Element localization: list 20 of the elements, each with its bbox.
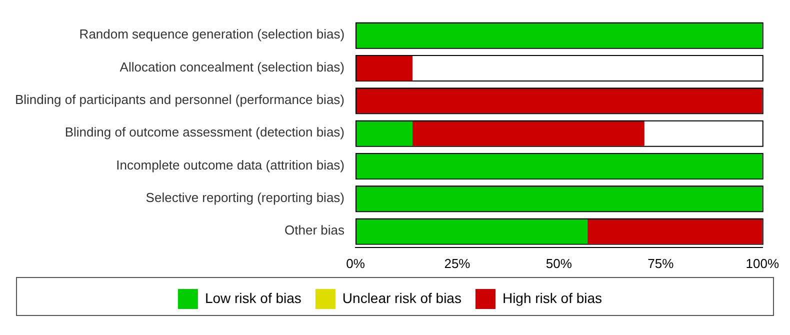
y-tick-label: Selective reporting (reporting bias) bbox=[146, 190, 345, 205]
x-tick-label: 50% bbox=[546, 256, 572, 271]
y-tick-label: Random sequence generation (selection bias) bbox=[79, 26, 345, 42]
bar bbox=[356, 218, 588, 244]
legend-label: High risk of bias bbox=[502, 290, 602, 306]
bar bbox=[356, 55, 412, 81]
y-tick-label: Blinding of participants and personnel (performance bias) bbox=[14, 92, 345, 108]
legend-label: Low risk of bias bbox=[204, 290, 302, 306]
x-tick-label: 75% bbox=[648, 256, 674, 271]
y-tick-label: Other bias bbox=[284, 222, 346, 238]
bar bbox=[356, 120, 412, 146]
y-tick-label: Blinding of outcome assessment (detection bias) bbox=[64, 124, 345, 140]
x-tick-label: 25% bbox=[444, 256, 471, 271]
legend-label: Unclear risk of bias bbox=[342, 290, 462, 306]
bar bbox=[587, 218, 762, 244]
bar bbox=[412, 120, 644, 146]
x-tick-label: 0% bbox=[346, 256, 366, 271]
x-tick-label: 100% bbox=[746, 256, 780, 271]
y-tick-label: Allocation concealment (selection bias) bbox=[120, 59, 345, 74]
y-tick-label: Incomplete outcome data (attrition bias) bbox=[116, 157, 345, 172]
